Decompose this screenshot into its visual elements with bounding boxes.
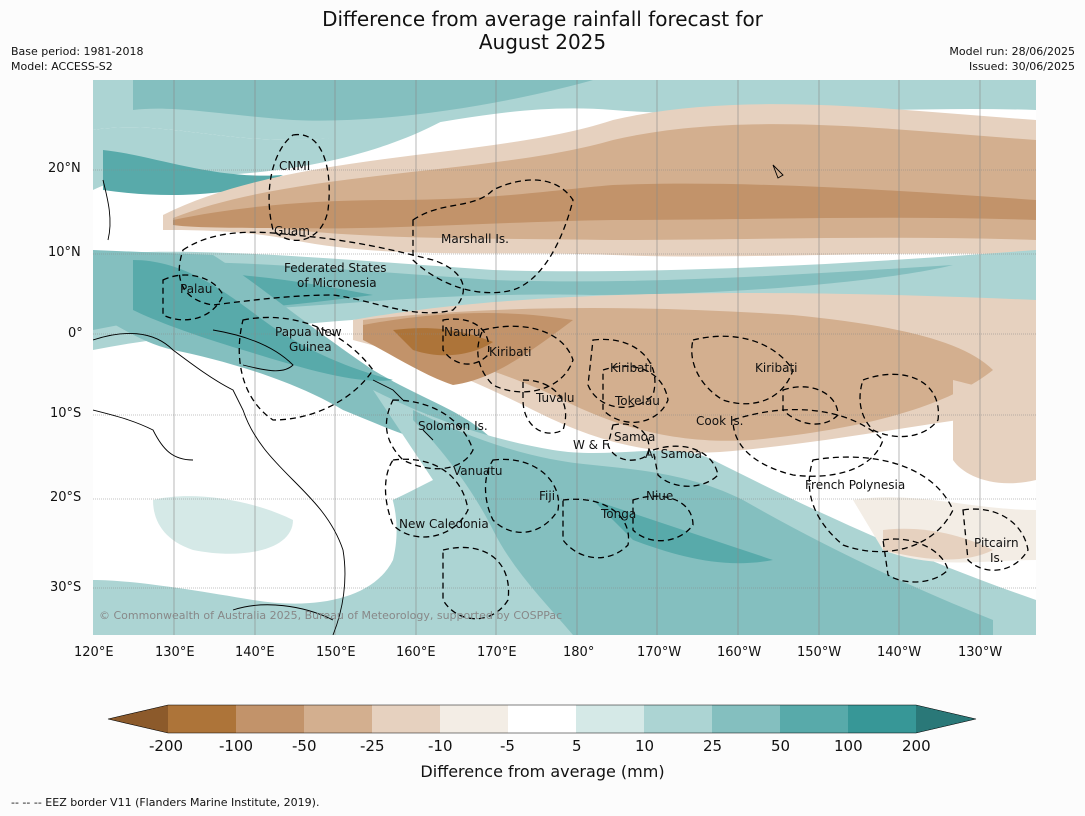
title-line-1: Difference from average rainfall forecas…	[322, 7, 763, 31]
lat-label-10n: 10°N	[48, 245, 81, 260]
coastlines	[93, 164, 784, 635]
colorbar-tick-25: 25	[703, 737, 723, 755]
lon-label-160w: 160°W	[717, 645, 762, 660]
label-marshall-is: Marshall Is.	[441, 232, 509, 246]
lon-label-170w: 170°W	[637, 645, 682, 660]
label-niue: Niue	[646, 489, 674, 503]
colorbar-title: Difference from average (mm)	[420, 762, 665, 781]
colorbar	[107, 704, 977, 734]
eez-borders	[162, 134, 1029, 620]
lon-label-150e: 150°E	[316, 645, 356, 660]
label-cook-is: Cook Is.	[696, 414, 744, 428]
label-fsm-line1: Federated States	[284, 261, 387, 275]
colorbar-tick-50: 50	[771, 737, 791, 755]
label-png-line2: Guinea	[289, 340, 332, 354]
meta-left: Base period: 1981-2018 Model: ACCESS-S2	[11, 44, 143, 74]
lon-label-130w: 130°W	[958, 645, 1003, 660]
label-solomon-is: Solomon Is.	[418, 419, 488, 433]
label-fsm-line2: of Micronesia	[297, 276, 377, 290]
label-tokelau: Tokelau	[615, 394, 660, 408]
lon-label-140e: 140°E	[235, 645, 275, 660]
colorbar-cell-4	[372, 705, 440, 733]
colorbar-tick-200: 200	[902, 737, 931, 755]
label-fiji: Fiji	[539, 489, 556, 503]
lon-label-160e: 160°E	[396, 645, 436, 660]
lon-label-140w: 140°W	[877, 645, 922, 660]
eez-legend: -- -- -- EEZ border V11 (Flanders Marine…	[11, 796, 320, 809]
lat-label-30s: 30°S	[50, 580, 82, 595]
label-nauru: Nauru	[444, 325, 481, 339]
base-period: Base period: 1981-2018	[11, 45, 144, 58]
colorbar-cell-8	[644, 705, 712, 733]
lon-label-180: 180°	[563, 645, 595, 660]
label-kiribati-central: Kiribati	[610, 361, 653, 375]
colorbar-cell-2	[236, 705, 304, 733]
label-wallis-futuna: W & F	[573, 438, 609, 452]
label-guam: Guam	[274, 224, 310, 238]
colorbar-tick-5: 5	[572, 737, 582, 755]
rainfall-anomaly-map: CNMI Guam Marshall Is. Federated States …	[93, 80, 1036, 635]
colorbar-tick-m10: -10	[428, 737, 453, 755]
colorbar-cell-9	[712, 705, 780, 733]
lat-label-0: 0°	[68, 326, 83, 341]
lon-label-170e: 170°E	[477, 645, 517, 660]
copyright-notice: © Commonwealth of Australia 2025, Bureau…	[99, 609, 563, 622]
lon-label-120e: 120°E	[74, 645, 114, 660]
lat-label-20n: 20°N	[48, 161, 81, 176]
colorbar-cell-12	[916, 705, 976, 733]
label-kiribati-east: Kiribati	[755, 361, 798, 375]
gridlines	[93, 80, 1036, 635]
label-kiribati-west: Kiribati	[489, 345, 532, 359]
colorbar-tick-m25: -25	[360, 737, 385, 755]
label-american-samoa: A. Samoa	[645, 447, 702, 461]
label-pitcairn-line2: Is.	[990, 551, 1004, 565]
label-samoa: Samoa	[614, 430, 656, 444]
colorbar-cell-6	[508, 705, 576, 733]
colorbar-tick-100: 100	[834, 737, 863, 755]
colorbar-cell-5	[440, 705, 508, 733]
colorbar-cell-7	[576, 705, 644, 733]
anomaly-fill	[93, 80, 1036, 635]
colorbar-cell-11	[848, 705, 916, 733]
label-new-caledonia: New Caledonia	[399, 517, 489, 531]
colorbar-cell-1	[168, 705, 236, 733]
chart-title: Difference from average rainfall forecas…	[0, 8, 1085, 54]
colorbar-tick-10: 10	[635, 737, 655, 755]
lon-label-150w: 150°W	[797, 645, 842, 660]
label-pitcairn-line1: Pitcairn	[974, 536, 1019, 550]
label-french-polynesia: French Polynesia	[805, 478, 906, 492]
issued-date: Issued: 30/06/2025	[968, 60, 1075, 73]
colorbar-cell-3	[304, 705, 372, 733]
model-name: Model: ACCESS-S2	[11, 60, 113, 73]
title-line-2: August 2025	[478, 30, 607, 54]
colorbar-tick-m5: -5	[500, 737, 515, 755]
colorbar-tick-m200: -200	[149, 737, 184, 755]
colorbar-cell-0	[108, 705, 168, 733]
label-palau: Palau	[180, 282, 213, 296]
lon-label-130e: 130°E	[155, 645, 195, 660]
lat-label-20s: 20°S	[50, 490, 82, 505]
label-png-line1: Papua New	[275, 325, 342, 339]
lat-label-10s: 10°S	[50, 406, 82, 421]
model-run: Model run: 28/06/2025	[949, 45, 1075, 58]
colorbar-tick-m50: -50	[292, 737, 317, 755]
label-tuvalu: Tuvalu	[536, 391, 575, 405]
colorbar-tick-m100: -100	[219, 737, 254, 755]
colorbar-cell-10	[780, 705, 848, 733]
map-svg	[93, 80, 1036, 635]
label-vanuatu: Vanuatu	[453, 464, 503, 478]
meta-right: Model run: 28/06/2025 Issued: 30/06/2025	[949, 44, 1075, 74]
label-cnmi: CNMI	[279, 159, 311, 173]
label-tonga: Tonga	[601, 507, 637, 521]
